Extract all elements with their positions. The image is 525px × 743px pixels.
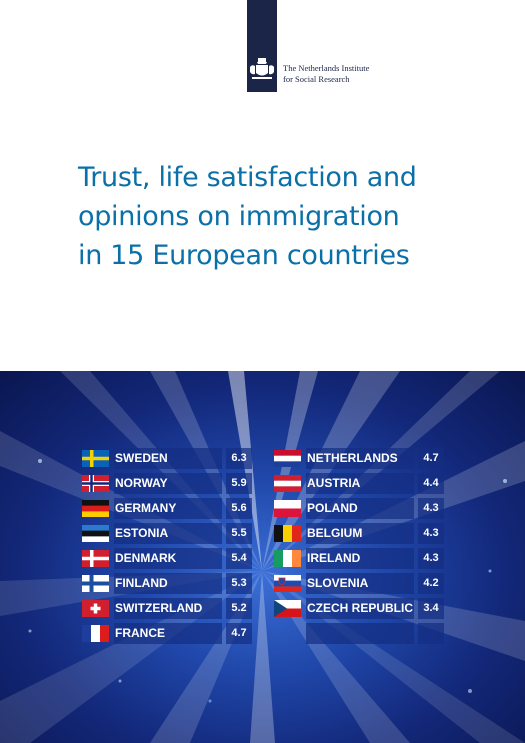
- country-name: FRANCE: [115, 626, 165, 640]
- country-name: CZECH REPUBLIC: [307, 601, 414, 615]
- publisher-name: The Netherlands Institute for Social Res…: [283, 63, 369, 84]
- france-flag-icon: [82, 625, 109, 642]
- country-name: DENMARK: [115, 551, 177, 565]
- country-row: CZECH REPUBLIC 3.4: [272, 598, 444, 619]
- country-name: GERMANY: [115, 501, 177, 515]
- ireland-flag-icon: [274, 550, 301, 567]
- country-row: FINLAND 5.3: [80, 573, 252, 594]
- country-score: 5.5: [226, 523, 252, 544]
- country-name: AUSTRIA: [307, 476, 361, 490]
- name-cell: [306, 598, 414, 619]
- empty-score: [418, 623, 444, 644]
- name-cell: [306, 473, 414, 494]
- estonia-flag-icon: [82, 525, 109, 542]
- title-line-1: Trust, life satisfaction and: [78, 162, 417, 193]
- country-score: 4.3: [418, 523, 444, 544]
- title-line-2: opinions on immigration: [78, 201, 400, 232]
- name-cell: [306, 448, 414, 469]
- name-cell: [306, 623, 414, 644]
- country-row: FRANCE 4.7: [80, 623, 252, 644]
- country-score: 5.2: [226, 598, 252, 619]
- country-row: NORWAY 5.9: [80, 473, 252, 494]
- czech-flag-icon: [274, 600, 301, 617]
- title-line-3: in 15 European countries: [78, 240, 410, 271]
- finland-flag-icon: [82, 575, 109, 592]
- country-scoreboard: SWEDEN 6.3 NORWAY 5.9 GERMANY 5.6 ESTONI…: [80, 448, 450, 648]
- name-cell: [114, 498, 222, 519]
- name-cell: [306, 498, 414, 519]
- country-name: FINLAND: [115, 576, 168, 590]
- name-cell: [114, 598, 222, 619]
- name-cell: [114, 448, 222, 469]
- country-name: SWITZERLAND: [115, 601, 203, 615]
- name-cell: [114, 548, 222, 569]
- name-cell: [306, 573, 414, 594]
- country-score: 4.4: [418, 473, 444, 494]
- country-name: ESTONIA: [115, 526, 169, 540]
- slovenia-flag-icon: [274, 575, 301, 592]
- country-name: BELGIUM: [307, 526, 363, 540]
- country-score: 4.3: [418, 498, 444, 519]
- country-row: ESTONIA 5.5: [80, 523, 252, 544]
- country-score: 5.9: [226, 473, 252, 494]
- poland-flag-icon: [274, 500, 301, 517]
- country-score: 5.4: [226, 548, 252, 569]
- denmark-flag-icon: [82, 550, 109, 567]
- name-cell: [114, 623, 222, 644]
- country-row: GERMANY 5.6: [80, 498, 252, 519]
- name-cell: [306, 523, 414, 544]
- switzerland-flag-icon: [82, 600, 109, 617]
- country-score: 4.7: [418, 448, 444, 469]
- country-row: NETHERLANDS 4.7: [272, 448, 444, 469]
- report-title: Trust, life satisfaction and opinions on…: [78, 158, 498, 275]
- country-score: 4.7: [226, 623, 252, 644]
- country-name: NORWAY: [115, 476, 168, 490]
- germany-flag-icon: [82, 500, 109, 517]
- country-row: DENMARK 5.4: [80, 548, 252, 569]
- country-name: NETHERLANDS: [307, 451, 398, 465]
- netherlands-flag-icon: [274, 450, 301, 467]
- country-row: BELGIUM 4.3: [272, 523, 444, 544]
- name-cell: [114, 573, 222, 594]
- austria-flag-icon: [274, 475, 301, 492]
- country-score: 5.6: [226, 498, 252, 519]
- country-score: 4.2: [418, 573, 444, 594]
- country-score: 4.3: [418, 548, 444, 569]
- country-name: IRELAND: [307, 551, 361, 565]
- country-row: SWITZERLAND 5.2: [80, 598, 252, 619]
- crest-icon: [250, 58, 274, 79]
- empty-row: [272, 623, 444, 644]
- country-row: SWEDEN 6.3: [80, 448, 252, 469]
- country-name: POLAND: [307, 501, 358, 515]
- country-row: SLOVENIA 4.2: [272, 573, 444, 594]
- publisher-line-2: for Social Research: [283, 73, 350, 84]
- country-row: POLAND 4.3: [272, 498, 444, 519]
- norway-flag-icon: [82, 475, 109, 492]
- country-name: SWEDEN: [115, 451, 168, 465]
- name-cell: [306, 548, 414, 569]
- publisher-line-1: The Netherlands Institute: [283, 63, 370, 73]
- country-score: 5.3: [226, 573, 252, 594]
- country-score: 3.4: [418, 598, 444, 619]
- country-row: AUSTRIA 4.4: [272, 473, 444, 494]
- sweden-flag-icon: [82, 450, 109, 467]
- name-cell: [114, 523, 222, 544]
- country-row: IRELAND 4.3: [272, 548, 444, 569]
- country-score: 6.3: [226, 448, 252, 469]
- country-name: SLOVENIA: [307, 576, 369, 590]
- name-cell: [114, 473, 222, 494]
- belgium-flag-icon: [274, 525, 301, 542]
- logo-ribbon: [247, 0, 277, 92]
